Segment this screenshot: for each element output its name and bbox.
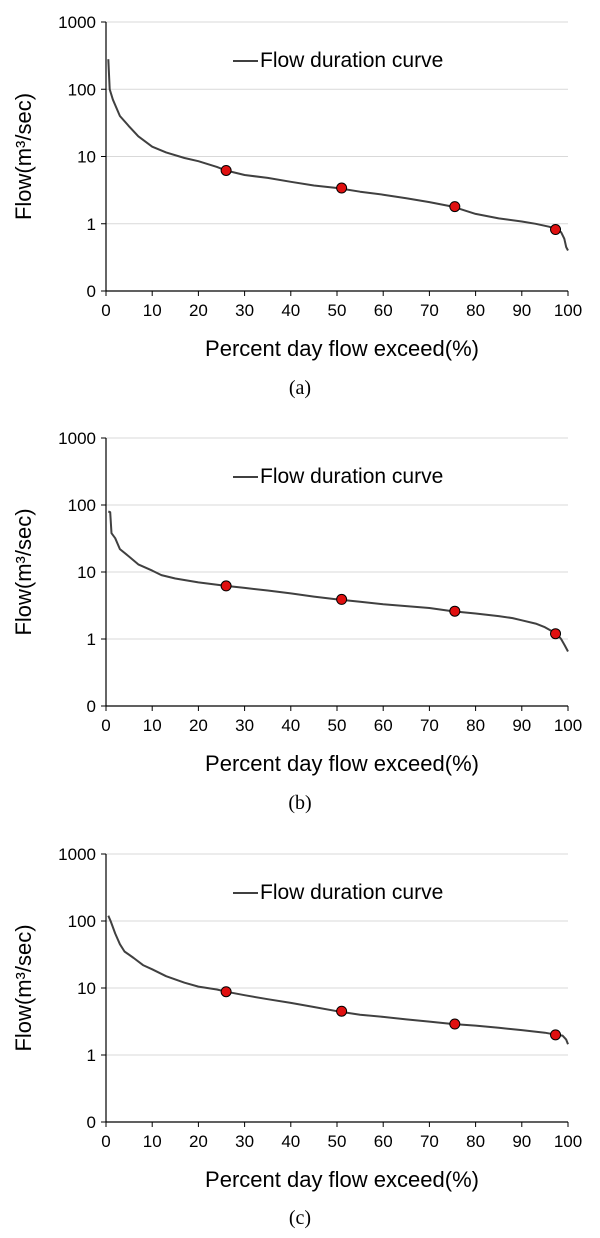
- y-axis-title: Flow(m³/sec): [11, 924, 36, 1051]
- y-tick-label: 100: [68, 80, 96, 99]
- x-tick-label: 70: [420, 301, 439, 320]
- x-tick-label: 80: [466, 716, 485, 735]
- data-point-marker: [449, 1018, 461, 1030]
- x-tick-label: 10: [143, 716, 162, 735]
- x-tick-label: 40: [281, 716, 300, 735]
- x-tick-label: 70: [420, 716, 439, 735]
- data-point-marker: [336, 1005, 348, 1017]
- x-tick-label: 100: [554, 1132, 582, 1151]
- data-point-marker: [336, 593, 348, 605]
- y-tick-label: 1000: [58, 845, 96, 864]
- chart-panel-2: 0 1 10 100 1000 0 10 20 30 40 50 60 70 80 90 100 Percent…: [11, 429, 582, 814]
- legend-label: Flow duration curve: [260, 465, 443, 488]
- x-axis-title: Percent day flow exceed(%): [205, 1167, 479, 1192]
- x-tick-label: 60: [374, 301, 393, 320]
- x-tick-label: 80: [466, 301, 485, 320]
- y-axis-title: Flow(m³/sec): [11, 93, 36, 220]
- x-tick-label: 90: [512, 1132, 531, 1151]
- x-axis-title: Percent day flow exceed(%): [205, 751, 479, 776]
- data-point-marker: [336, 182, 348, 194]
- y-tick-label: 1: [87, 215, 96, 234]
- data-point-marker: [449, 605, 461, 617]
- y-tick-label: 1: [87, 630, 96, 649]
- x-tick-label: 30: [235, 1132, 254, 1151]
- legend-label: Flow duration curve: [260, 881, 443, 904]
- x-tick-label: 10: [143, 301, 162, 320]
- y-tick-label: 0: [87, 1113, 96, 1132]
- y-axis-title: Flow(m³/sec): [11, 508, 36, 635]
- y-tick-label: 10: [77, 979, 96, 998]
- data-point-marker: [449, 201, 461, 213]
- x-tick-label: 30: [235, 301, 254, 320]
- y-tick-label: 100: [68, 912, 96, 931]
- legend-label: Flow duration curve: [260, 49, 443, 72]
- x-tick-label: 90: [512, 716, 531, 735]
- x-tick-label: 60: [374, 1132, 393, 1151]
- data-point-marker: [550, 1029, 562, 1041]
- x-tick-label: 0: [101, 301, 110, 320]
- series-line: [107, 59, 569, 251]
- x-tick-label: 80: [466, 1132, 485, 1151]
- x-tick-label: 50: [328, 1132, 347, 1151]
- x-tick-label: 0: [101, 716, 110, 735]
- x-tick-label: 40: [281, 1132, 300, 1151]
- panel-caption: (a): [289, 377, 311, 399]
- y-tick-label: 0: [87, 697, 96, 716]
- data-point-marker: [550, 628, 562, 640]
- y-tick-label: 100: [68, 496, 96, 515]
- chart-panel-3: 0 1 10 100 1000 0 10 20 30 40 50 60 70 80 90 100 Percent…: [11, 845, 582, 1229]
- y-tick-label: 1: [87, 1046, 96, 1065]
- chart-panel-1: 0 1 10 100 1000 0 10 20 30 40 50 60 70 80 90 100 Percent…: [11, 13, 582, 399]
- x-tick-label: 70: [420, 1132, 439, 1151]
- x-axis-title: Percent day flow exceed(%): [205, 336, 479, 361]
- y-tick-label: 1000: [58, 13, 96, 32]
- x-tick-label: 10: [143, 1132, 162, 1151]
- data-point-marker: [220, 164, 232, 176]
- y-tick-label: 0: [87, 282, 96, 301]
- x-tick-label: 20: [189, 1132, 208, 1151]
- series-line: [107, 915, 569, 1045]
- x-tick-label: 30: [235, 716, 254, 735]
- x-tick-label: 100: [554, 301, 582, 320]
- data-point-marker: [220, 986, 232, 998]
- x-tick-label: 50: [328, 716, 347, 735]
- x-tick-label: 40: [281, 301, 300, 320]
- x-tick-label: 0: [101, 1132, 110, 1151]
- panel-caption: (c): [289, 1207, 311, 1229]
- data-point-marker: [550, 224, 562, 236]
- y-tick-label: 10: [77, 563, 96, 582]
- x-tick-label: 90: [512, 301, 531, 320]
- x-tick-label: 20: [189, 716, 208, 735]
- x-tick-label: 50: [328, 301, 347, 320]
- y-tick-label: 10: [77, 148, 96, 167]
- data-point-marker: [220, 580, 232, 592]
- x-tick-label: 100: [554, 716, 582, 735]
- x-tick-label: 20: [189, 301, 208, 320]
- panel-caption: (b): [288, 792, 311, 814]
- series-line: [107, 510, 569, 652]
- x-tick-label: 60: [374, 716, 393, 735]
- y-tick-label: 1000: [58, 429, 96, 448]
